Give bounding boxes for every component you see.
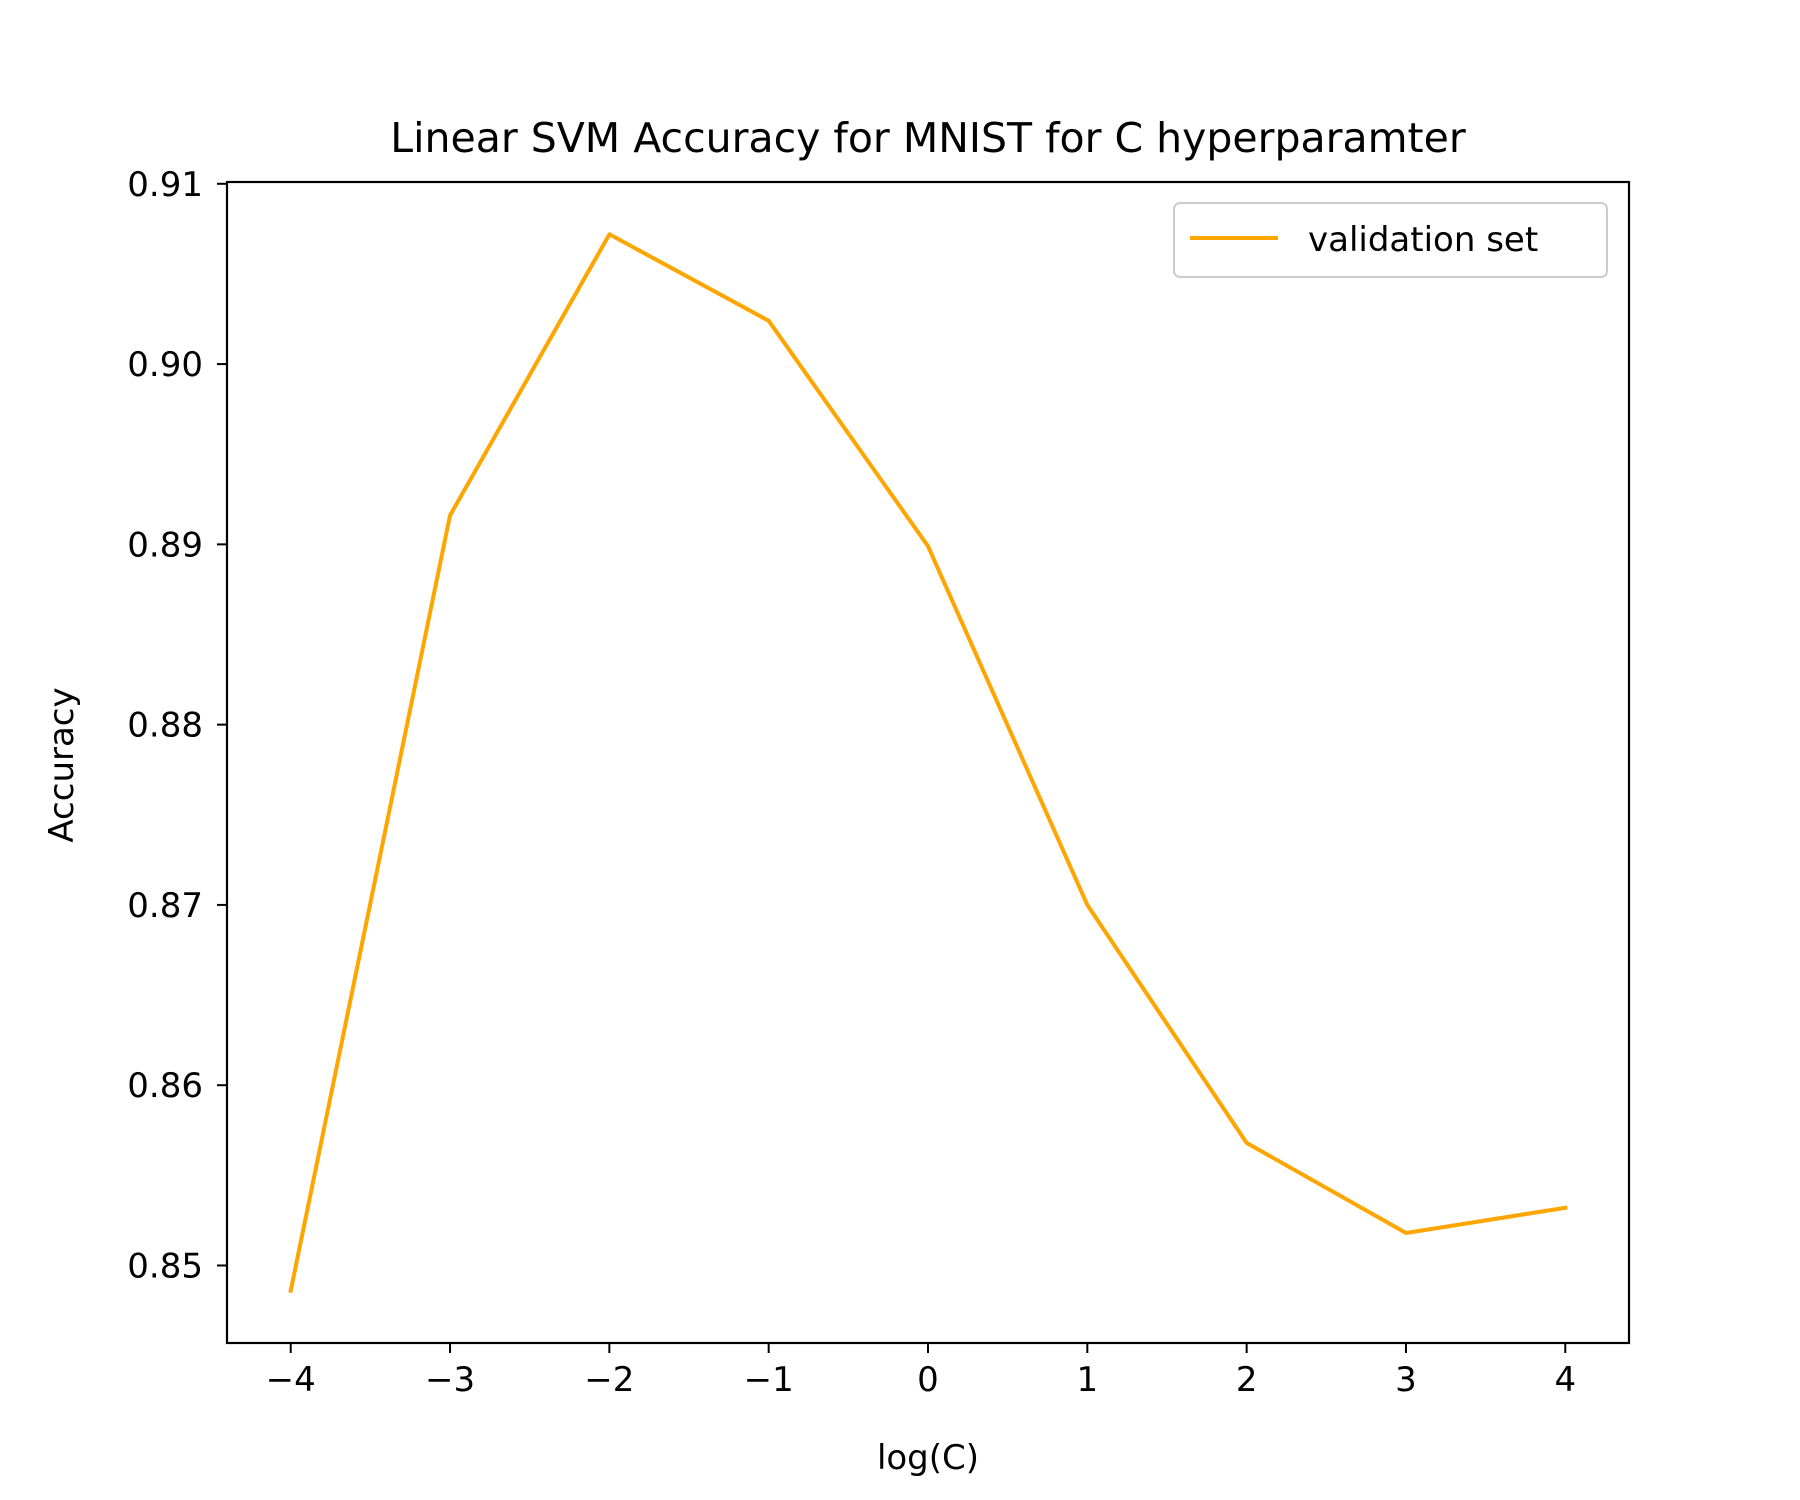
legend-box <box>1173 202 1608 278</box>
y-tick-label: 0.88 <box>127 706 203 746</box>
series-layer <box>288 232 1568 1294</box>
x-tick-label: 1 <box>1076 1360 1098 1400</box>
x-tick-label: 3 <box>1395 1360 1417 1400</box>
x-tick-label: −3 <box>425 1360 475 1400</box>
x-tick-label: 2 <box>1236 1360 1258 1400</box>
y-tick-label: 0.86 <box>127 1066 203 1106</box>
y-tick-label: 0.89 <box>127 525 203 565</box>
axis-ticks: −4 −3 −2 −1 0 1 2 3 4 0.85 0.86 0.87 0.88 0.89 0.90 0.9… <box>127 165 1576 1400</box>
y-tick-label: 0.91 <box>127 165 203 205</box>
x-tick-label: −2 <box>584 1360 634 1400</box>
legend-label: validation set <box>1308 220 1538 260</box>
y-tick-label: 0.85 <box>127 1246 203 1286</box>
y-tick-label: 0.90 <box>127 345 203 385</box>
series-line-validation-set <box>288 232 1568 1294</box>
x-tick-label: 4 <box>1554 1360 1576 1400</box>
chart-title: Linear SVM Accuracy for MNIST for C hype… <box>390 114 1466 162</box>
y-axis-label: Accuracy <box>42 687 82 842</box>
x-tick-label: −4 <box>266 1360 316 1400</box>
x-tick-label: 0 <box>917 1360 939 1400</box>
plot-frame <box>225 180 1631 1345</box>
x-tick-label: −1 <box>744 1360 794 1400</box>
x-axis-label: log(C) <box>877 1438 979 1478</box>
y-tick-label: 0.87 <box>127 886 203 926</box>
legend: validation set <box>1173 202 1608 278</box>
